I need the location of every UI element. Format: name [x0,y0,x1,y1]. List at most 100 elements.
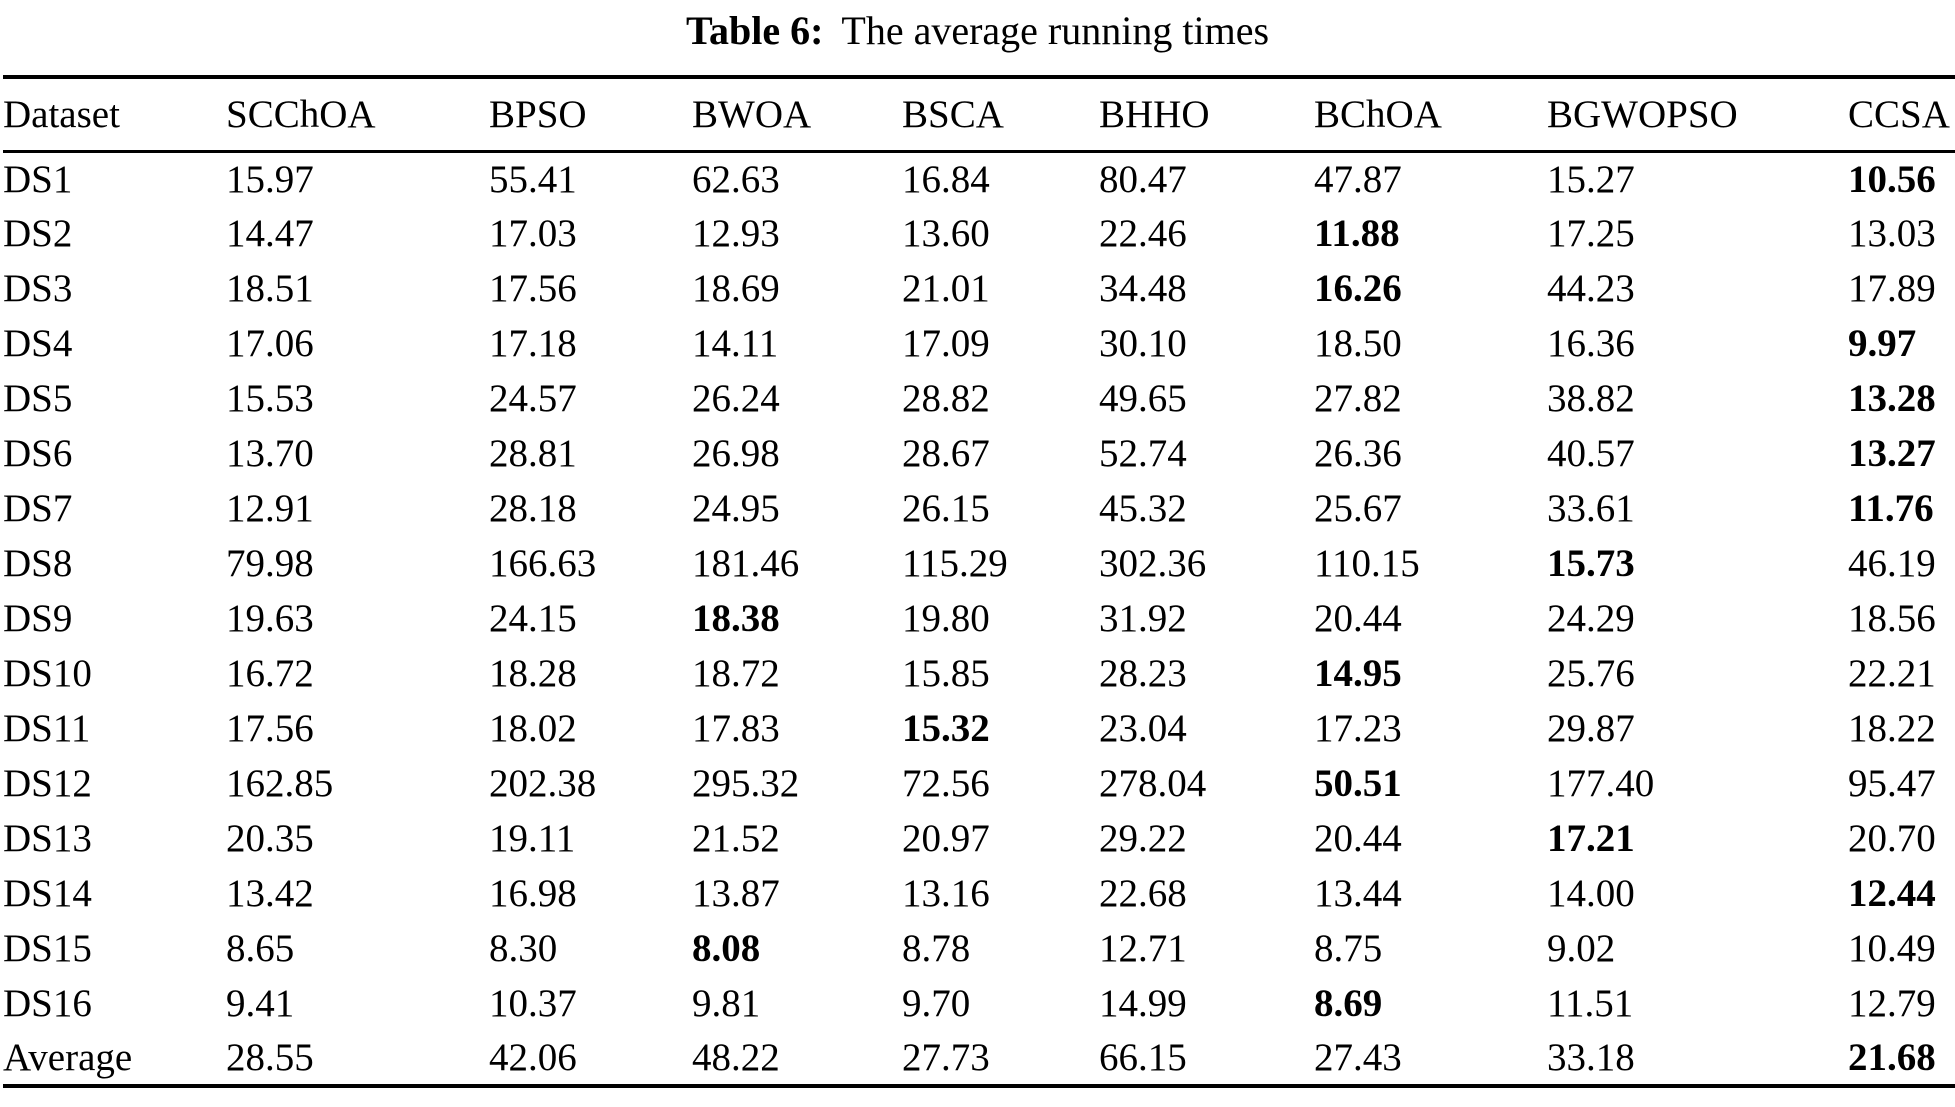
table-cell: 13.16 [902,872,990,915]
dataset-label: DS8 [3,542,73,585]
table-cell: 34.48 [1099,267,1187,310]
dataset-label: DS9 [3,597,73,640]
table-cell: 13.28 [1848,377,1936,420]
table-row: DS9 19.63 24.15 18.38 19.80 31.92 20.44 24.29 18… [3,591,1955,646]
table-cell: 79.98 [226,542,314,585]
table-cell: 28.67 [902,432,990,475]
table-cell: 21.01 [902,267,990,310]
dataset-label: DS7 [3,487,73,530]
table-cell: 16.26 [1314,267,1402,310]
table-cell: 16.98 [489,872,577,915]
table-row: DS12 162.85 202.38 295.32 72.56 278.04 50.51 17… [3,756,1955,811]
table-cell: 12.91 [226,487,314,530]
table-cell: 52.74 [1099,432,1187,475]
table-cell: 302.36 [1099,542,1207,585]
table-cell: 13.87 [692,872,780,915]
table-cell: 29.87 [1547,707,1635,750]
table-cell: 13.03 [1848,212,1936,255]
table-cell: 22.46 [1099,212,1187,255]
table-cell: 14.95 [1314,652,1402,695]
table-row: DS2 14.47 17.03 12.93 13.60 22.46 11.88 17.25 13… [3,206,1955,261]
table-cell: 8.65 [226,927,295,970]
table-row: DS8 79.98 166.63 181.46 115.29 302.36 110.15 15… [3,536,1955,591]
table-cell: 22.68 [1099,872,1187,915]
table-cell: 28.81 [489,432,577,475]
table-cell: 9.81 [692,982,761,1025]
table-cell: 19.11 [489,817,576,860]
table-cell: 25.67 [1314,487,1402,530]
table-cell: 12.44 [1848,872,1936,915]
table-cell: 8.78 [902,927,971,970]
table-row: DS15 8.65 8.30 8.08 8.78 12.71 8.75 9.02 10.49 [3,921,1955,976]
column-header: CCSA [1848,77,1955,153]
table-cell: 13.60 [902,212,990,255]
table-cell: 15.85 [902,652,990,695]
table-cell: 10.49 [1848,927,1936,970]
table-cell: 177.40 [1547,762,1655,805]
table-row: DS1 15.97 55.41 62.63 16.84 80.47 47.87 15.27 10… [3,151,1955,206]
table-cell: 20.44 [1314,597,1402,640]
table-cell: 166.63 [489,542,597,585]
table-cell: 17.83 [692,707,780,750]
table-row: DS4 17.06 17.18 14.11 17.09 30.10 18.50 16.36 9.… [3,316,1955,371]
column-header: BPSO [489,77,692,153]
table-row: DS5 15.53 24.57 26.24 28.82 49.65 27.82 38.82 13… [3,371,1955,426]
table-cell: 21.68 [1848,1036,1936,1079]
table-cell: 28.23 [1099,652,1187,695]
table-cell: 22.21 [1848,652,1936,695]
table-cell: 11.76 [1848,487,1934,530]
table-cell: 18.51 [226,267,314,310]
dataset-label: DS15 [3,927,92,970]
table-cell: 15.97 [226,157,314,201]
table-cell: 18.56 [1848,597,1936,640]
table-cell: 14.99 [1099,982,1187,1025]
table-cell: 14.11 [692,322,779,365]
table-cell: 21.52 [692,817,780,860]
table-cell: 20.70 [1848,817,1936,860]
table-cell: 15.27 [1547,157,1635,201]
table-cell: 10.37 [489,982,577,1025]
column-header-dataset: Dataset [3,77,226,153]
table-cell: 31.92 [1099,597,1187,640]
table-cell: 11.51 [1547,982,1634,1025]
table-cell: 12.93 [692,212,780,255]
table-cell: 9.97 [1848,322,1917,365]
table-cell: 9.70 [902,982,971,1025]
table-cell: 278.04 [1099,762,1207,805]
table-cell: 19.80 [902,597,990,640]
table-cell: 16.36 [1547,322,1635,365]
table-cell: 17.89 [1848,267,1936,310]
table-cell: 17.06 [226,322,314,365]
table-cell: 24.95 [692,487,780,530]
table-row: DS3 18.51 17.56 18.69 21.01 34.48 16.26 44.23 17… [3,261,1955,316]
table-cell: 13.42 [226,872,314,915]
table-cell: 20.97 [902,817,990,860]
table-cell: 17.56 [489,267,577,310]
table-cell: 12.71 [1099,927,1187,970]
table-cell: 95.47 [1848,762,1936,805]
table-cell: 18.28 [489,652,577,695]
table-cell: 47.87 [1314,157,1402,201]
column-header: BHHO [1099,77,1314,153]
table-cell: 8.08 [692,927,761,970]
running-times-table: Dataset SCChOA BPSO BWOA BSCA BHHO BChOA BGWOPS… [3,75,1955,1088]
dataset-label: DS13 [3,817,92,860]
table-cell: 115.29 [902,542,1008,585]
table-cell: 26.98 [692,432,780,475]
table-cell: 295.32 [692,762,800,805]
table-cell: 42.06 [489,1036,577,1079]
table-cell: 13.27 [1848,432,1936,475]
table-cell: 17.56 [226,707,314,750]
table-cell: 14.00 [1547,872,1635,915]
table-cell: 18.50 [1314,322,1402,365]
table-cell: 13.70 [226,432,314,475]
dataset-label: DS12 [3,762,92,805]
table-row: DS6 13.70 28.81 26.98 28.67 52.74 26.36 40.57 13… [3,426,1955,481]
table-cell: 202.38 [489,762,597,805]
table-cell: 17.09 [902,322,990,365]
dataset-label: DS5 [3,377,73,420]
table-cell: 15.73 [1547,542,1635,585]
table-cell: 14.47 [226,212,314,255]
table-cell: 80.47 [1099,157,1187,201]
dataset-label: DS2 [3,212,73,255]
